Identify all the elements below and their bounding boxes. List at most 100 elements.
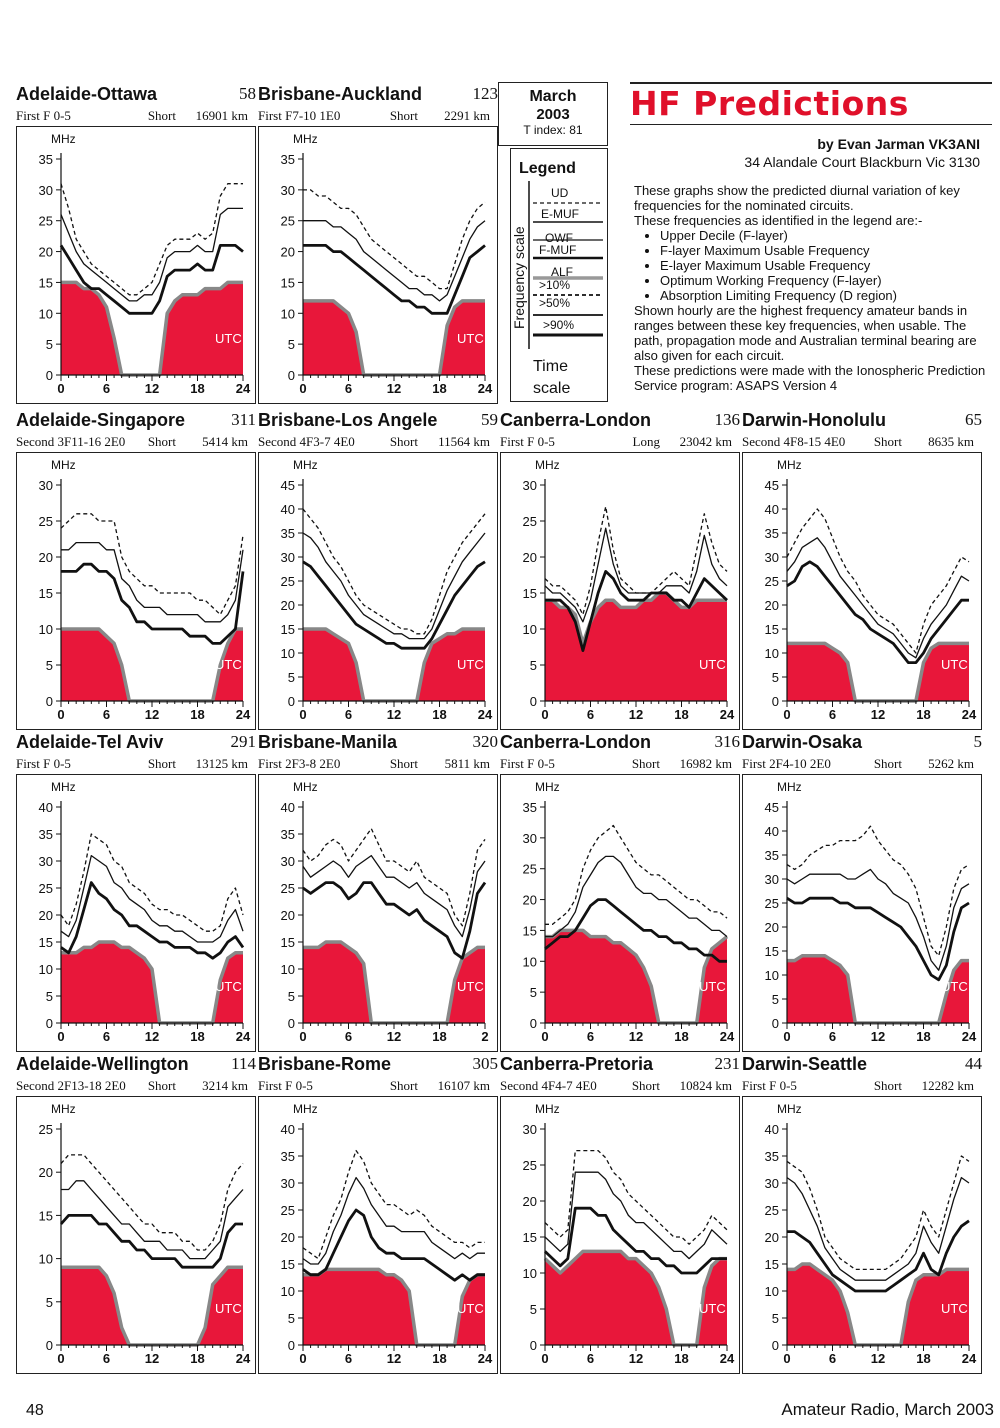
x-tick-label: 6 xyxy=(829,707,836,722)
x-tick-label: 12 xyxy=(387,707,401,722)
y-axis-label: MHz xyxy=(293,1102,318,1116)
bearing-label: 136 xyxy=(711,410,740,430)
y-tick-label: 25 xyxy=(281,1203,295,1218)
y-axis-label: MHz xyxy=(293,458,318,472)
x-tick-label: 6 xyxy=(587,1351,594,1366)
path-label: Short xyxy=(389,434,418,449)
legend-box: March 2003 T index: 81 xyxy=(498,82,608,400)
x-tick-label: 24 xyxy=(236,1029,251,1044)
x-tick-label: 18 xyxy=(190,381,204,396)
chart-svg: 0 5 10 15 20 25 30 35 40 0 6 12 18 24 MHz UTC xyxy=(39,780,251,1044)
list-item: Absorption Limiting Frequency (D region) xyxy=(660,288,990,303)
y-tick-label: 0 xyxy=(530,694,537,709)
x-tick-label: 12 xyxy=(145,1029,159,1044)
series-line-ud xyxy=(60,513,244,616)
x-tick-label: 12 xyxy=(145,1351,159,1366)
x-tick-label: 24 xyxy=(478,381,493,396)
bearing-label: 58 xyxy=(236,84,256,104)
x-tick-label: 0 xyxy=(783,707,790,722)
utc-label: UTC xyxy=(457,1301,484,1316)
y-tick-label: 0 xyxy=(288,1016,295,1031)
circuit-info: First F 0-5 Short 12282 km xyxy=(742,1078,982,1094)
distance-label: 16901 km xyxy=(195,108,248,123)
x-tick-label: 18 xyxy=(674,707,688,722)
series-line-f-muf xyxy=(544,1171,728,1260)
series-line-ud xyxy=(303,189,486,290)
x-tick-label: 12 xyxy=(871,1351,885,1366)
legend-p90-label: >90% xyxy=(543,318,574,332)
bearing-label: 114 xyxy=(228,1054,256,1074)
x-tick-label: 0 xyxy=(57,1029,64,1044)
chart-svg: 0 5 10 15 20 25 30 0 6 12 18 24 MHz UTC xyxy=(523,1102,735,1366)
legend-graphic: Legend Frequency scale UD E-MUF OWF F-MU… xyxy=(511,160,603,397)
chart-box: 0 5 10 15 20 25 0 6 12 18 24 MHz UTC xyxy=(16,1096,256,1374)
circuit-info: First 2F3-8 2E0 Short 5811 km xyxy=(258,756,498,772)
y-tick-label: 20 xyxy=(281,598,295,613)
y-tick-label: 20 xyxy=(765,920,779,935)
x-tick-label: 18 xyxy=(916,707,930,722)
utc-label: UTC xyxy=(215,331,242,346)
series-line-owf xyxy=(787,1219,970,1293)
x-tick-label: 6 xyxy=(103,1351,110,1366)
y-tick-label: 35 xyxy=(281,1149,295,1164)
bearing-label: 44 xyxy=(962,1054,982,1074)
y-tick-label: 40 xyxy=(765,502,779,517)
bearing-label: 231 xyxy=(711,1054,740,1074)
x-tick-label: 24 xyxy=(962,707,977,722)
mode-label: First F 0-5 xyxy=(16,756,71,771)
y-tick-label: 5 xyxy=(288,337,295,352)
x-tick-label: 6 xyxy=(345,1029,352,1044)
circuit-info: Second 4F4-7 4E0 Short 10824 km xyxy=(500,1078,740,1094)
series-line-ud xyxy=(302,1149,485,1260)
series-line-owf xyxy=(60,881,245,960)
legend-alf-label: ALF xyxy=(551,265,573,279)
x-tick-label: 18 xyxy=(432,707,446,722)
intro-text-2: These frequencies as identified in the l… xyxy=(634,213,923,228)
t-index-label: T index: 81 xyxy=(523,123,583,137)
y-tick-label: 0 xyxy=(46,1016,53,1031)
y-tick-label: 30 xyxy=(39,854,53,869)
distance-label: 16982 km xyxy=(679,756,732,771)
mode-label: First F 0-5 xyxy=(16,108,71,123)
x-tick-label: 0 xyxy=(299,707,306,722)
series-line-f-muf xyxy=(60,207,243,302)
y-tick-label: 20 xyxy=(523,550,537,565)
x-tick-label: 0 xyxy=(783,1351,790,1366)
distance-label: 8635 km xyxy=(928,434,974,449)
x-tick-label: 0 xyxy=(783,1029,790,1044)
path-label: Long xyxy=(632,434,660,449)
chart-title: Darwin-Honolulu 65 xyxy=(742,410,982,430)
x-tick-label: 24 xyxy=(236,1351,251,1366)
y-tick-label: 15 xyxy=(39,1208,53,1223)
series-line-owf xyxy=(302,1208,485,1282)
bearing-label: 123 xyxy=(469,84,498,104)
chart-title: Darwin-Seattle 44 xyxy=(742,1054,982,1074)
bullet-list: Upper Decile (F-layer) F-layer Maximum U… xyxy=(634,228,990,303)
x-tick-label: 12 xyxy=(387,1351,401,1366)
series-line-owf xyxy=(59,1214,243,1269)
chart-svg: 0 5 10 15 20 25 30 35 40 45 0 6 12 18 24 MHz UTC xyxy=(281,458,493,722)
series-line-owf xyxy=(786,560,969,664)
alf-area xyxy=(61,629,243,701)
x-tick-label: 6 xyxy=(103,381,110,396)
alf-area xyxy=(545,930,727,1023)
y-tick-label: 20 xyxy=(523,893,537,908)
distance-label: 5262 km xyxy=(928,756,974,771)
chart-svg: 0 5 10 15 20 25 30 35 0 6 12 18 24 MHz UTC xyxy=(523,780,735,1044)
y-tick-label: 5 xyxy=(46,1295,53,1310)
y-tick-label: 10 xyxy=(39,622,53,637)
legend-p10-label: >10% xyxy=(539,278,570,292)
x-tick-label: 18 xyxy=(674,1351,688,1366)
y-tick-label: 15 xyxy=(523,1230,537,1245)
author-address: 34 Alandale Court Blackburn Vic 3130 xyxy=(744,154,980,170)
utc-label: UTC xyxy=(941,657,968,672)
legend-axis-label: Frequency scale xyxy=(511,226,527,329)
alf-area xyxy=(61,282,243,375)
y-tick-label: 10 xyxy=(39,962,53,977)
series-line-ud xyxy=(786,825,970,957)
y-tick-label: 0 xyxy=(772,694,779,709)
legend-ud-label: UD xyxy=(551,186,569,200)
y-tick-label: 10 xyxy=(523,622,537,637)
chart-svg: 0 5 10 15 20 25 30 35 40 0 6 12 18 24 MHz UTC xyxy=(281,1102,493,1366)
x-tick-label: 0 xyxy=(299,1351,306,1366)
